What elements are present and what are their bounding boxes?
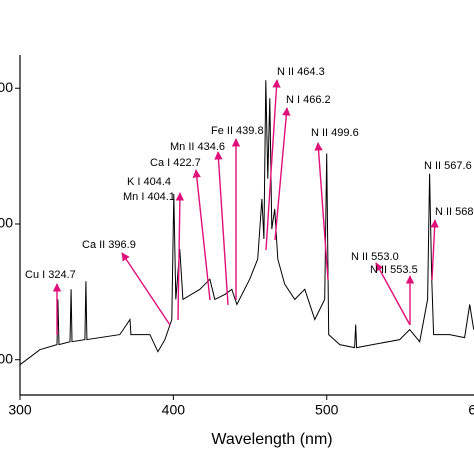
x-tick-label: 400 [162, 402, 186, 418]
annotation: N I 466.2 [286, 94, 331, 106]
annotation-arrow [314, 142, 329, 281]
annotation: Fe II 439.8 [211, 125, 264, 137]
annotation: Cu I 324.7 [25, 269, 76, 281]
annotation: N II 553.0 [351, 251, 399, 263]
y-tick-label: 00 [0, 79, 13, 95]
annotation-arrow [265, 79, 281, 251]
annotation-arrow [274, 107, 291, 241]
x-tick-label: 300 [8, 402, 32, 418]
annotation: N II 568 [435, 206, 474, 218]
annotation-arrow [375, 262, 411, 326]
x-tick-label: 600 [468, 402, 474, 418]
annotation-arrow [214, 151, 229, 306]
annotation: Ca II 396.9 [82, 239, 136, 251]
annotation-arrow [192, 169, 211, 301]
annotation: N II 553.5 [370, 264, 418, 276]
spectrum-line [19, 80, 474, 366]
annotation-arrow [121, 252, 171, 326]
annotation: Ca I 422.7 [150, 157, 201, 169]
y-tick-label: 00 [0, 215, 13, 231]
x-tick-label: 500 [315, 402, 339, 418]
annotation: K I 404.4 [127, 176, 171, 188]
annotation-arrow [430, 219, 439, 281]
x-axis-label: Wavelength (nm) [211, 431, 332, 448]
annotation: Mn II 434.6 [170, 141, 225, 153]
annotation: Mn I 404.1 [123, 191, 175, 203]
annotation-arrow [175, 192, 185, 321]
annotation: N II 499.6 [311, 127, 359, 139]
y-tick-label: 00 [0, 350, 13, 366]
annotation: N II 567.6 [424, 160, 472, 172]
annotation: N II 464.3 [277, 66, 325, 78]
